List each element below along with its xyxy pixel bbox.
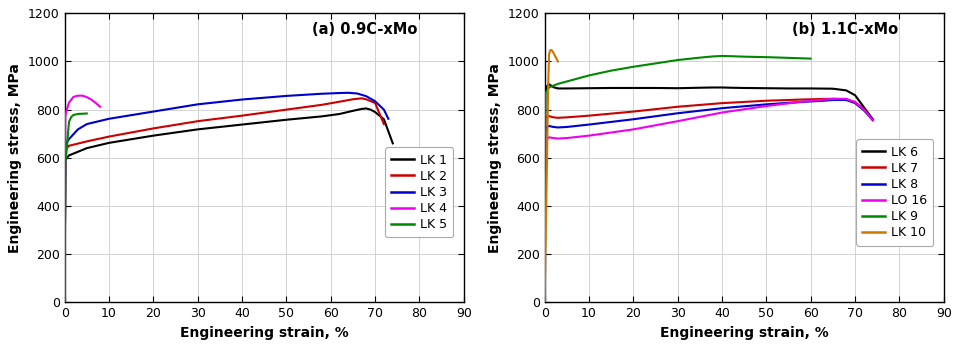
X-axis label: Engineering strain, %: Engineering strain, % <box>180 326 348 340</box>
Text: (b) 1.1C-xMo: (b) 1.1C-xMo <box>792 22 899 37</box>
Text: (a) 0.9C-xMo: (a) 0.9C-xMo <box>312 22 418 37</box>
Y-axis label: Engineering stress, MPa: Engineering stress, MPa <box>489 63 502 253</box>
Y-axis label: Engineering stress, MPa: Engineering stress, MPa <box>9 63 22 253</box>
X-axis label: Engineering strain, %: Engineering strain, % <box>660 326 828 340</box>
Legend: LK 6, LK 7, LK 8, LO 16, LK 9, LK 10: LK 6, LK 7, LK 8, LO 16, LK 9, LK 10 <box>856 140 933 246</box>
Legend: LK 1, LK 2, LK 3, LK 4, LK 5: LK 1, LK 2, LK 3, LK 4, LK 5 <box>385 148 453 237</box>
